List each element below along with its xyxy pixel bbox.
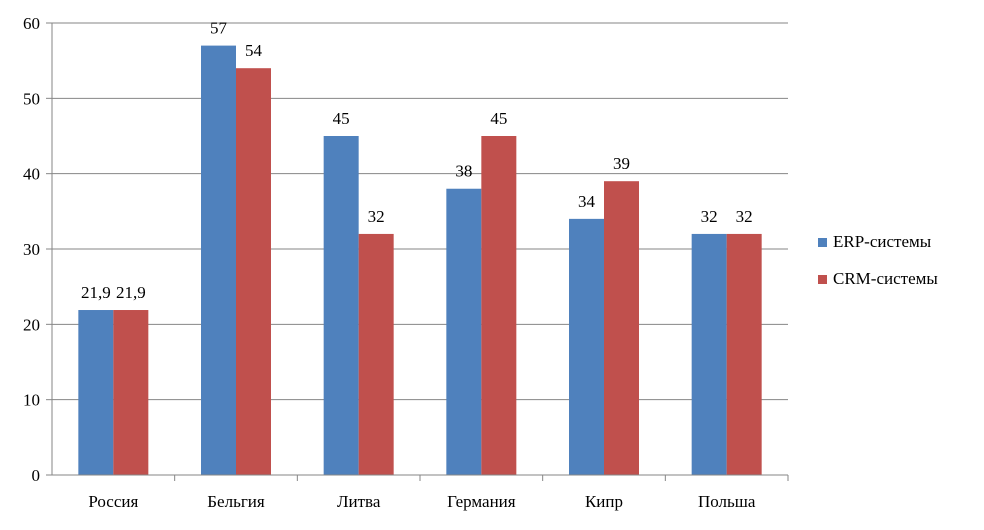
legend-label-erp: ERP-системы — [833, 232, 932, 251]
y-tick-label-60: 60 — [23, 14, 40, 33]
y-tick-label-40: 40 — [23, 165, 40, 184]
legend: ERP-системы CRM-системы — [818, 232, 938, 306]
x-tick-label-4: Кипр — [585, 492, 623, 511]
y-tick-label-20: 20 — [23, 315, 40, 334]
data-label-0-3: 38 — [455, 162, 472, 181]
legend-swatch-erp — [818, 237, 827, 247]
legend-item-crm: CRM-системы — [818, 269, 938, 289]
x-tick-label-2: Литва — [337, 492, 381, 511]
data-label-1-0: 21,9 — [116, 283, 146, 302]
legend-label-crm: CRM-системы — [833, 269, 938, 288]
bar-0-3 — [446, 188, 482, 475]
bar-1-5 — [726, 233, 762, 475]
bar-0-0 — [78, 310, 114, 475]
axes — [51, 23, 789, 481]
bar-1-4 — [604, 181, 639, 475]
gridlines — [46, 22, 788, 476]
x-axis-tick-labels: Россия Бельгия Литва Германия Кипр Польша — [88, 492, 755, 511]
bar-0-5 — [691, 233, 727, 475]
data-label-0-2: 45 — [333, 109, 350, 128]
data-label-1-4: 39 — [613, 154, 630, 173]
y-axis-tick-labels: 0 10 20 30 40 50 60 — [23, 14, 40, 485]
y-tick-label-30: 30 — [23, 240, 40, 259]
bar-0-4 — [569, 218, 604, 475]
data-label-1-3: 45 — [490, 109, 507, 128]
bar-1-3 — [481, 136, 517, 475]
data-label-1-2: 32 — [368, 207, 385, 226]
bar-1-1 — [236, 68, 271, 475]
bar-0-2 — [323, 136, 359, 475]
data-label-1-1: 54 — [245, 41, 263, 60]
legend-item-erp: ERP-системы — [818, 232, 938, 252]
y-tick-label-0: 0 — [32, 466, 41, 485]
x-tick-label-1: Бельгия — [207, 492, 265, 511]
bar-1-0 — [113, 310, 149, 475]
bar-0-1 — [201, 45, 236, 475]
y-tick-label-50: 50 — [23, 89, 40, 108]
data-label-0-0: 21,9 — [81, 283, 111, 302]
bar-1-2 — [358, 233, 394, 475]
legend-swatch-crm — [818, 274, 827, 284]
x-tick-label-5: Польша — [698, 492, 756, 511]
data-label-1-5: 32 — [736, 207, 753, 226]
x-tick-label-0: Россия — [88, 492, 138, 511]
data-labels: 21,9 21,9 57 54 45 32 38 45 34 39 32 32 — [81, 19, 753, 302]
data-label-0-5: 32 — [701, 207, 718, 226]
data-label-0-4: 34 — [578, 192, 596, 211]
bars — [78, 45, 762, 475]
x-tick-label-3: Германия — [447, 492, 516, 511]
data-label-0-1: 57 — [210, 19, 228, 38]
y-tick-label-10: 10 — [23, 391, 40, 410]
